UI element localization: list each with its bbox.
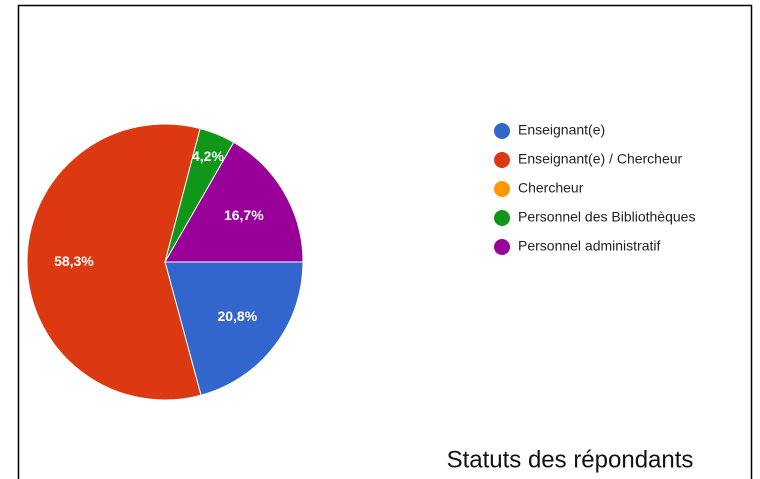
caption: Statuts des répondants	[447, 446, 694, 473]
value-label: 16,7%	[224, 207, 264, 223]
frame	[17, 4, 753, 479]
legend-swatch	[494, 181, 510, 197]
legend-swatch	[494, 210, 510, 226]
legend-swatch	[494, 152, 510, 168]
pie-slice	[26, 123, 202, 401]
legend-label: Personnel des Bibliothèques	[518, 209, 695, 225]
value-label: 4,2%	[192, 148, 224, 164]
legend-swatch	[494, 239, 510, 255]
legend-label: Personnel administratif	[518, 238, 661, 254]
value-label: 20,8%	[217, 308, 257, 324]
legend-label: Chercheur	[518, 180, 584, 196]
value-label: 58,3%	[54, 253, 94, 269]
legend-label: Enseignant(e) / Chercheur	[518, 151, 683, 167]
pie-slice	[164, 141, 304, 263]
legend-swatch	[494, 123, 510, 139]
pie-slice	[164, 261, 304, 396]
legend-label: Enseignant(e)	[518, 122, 605, 138]
